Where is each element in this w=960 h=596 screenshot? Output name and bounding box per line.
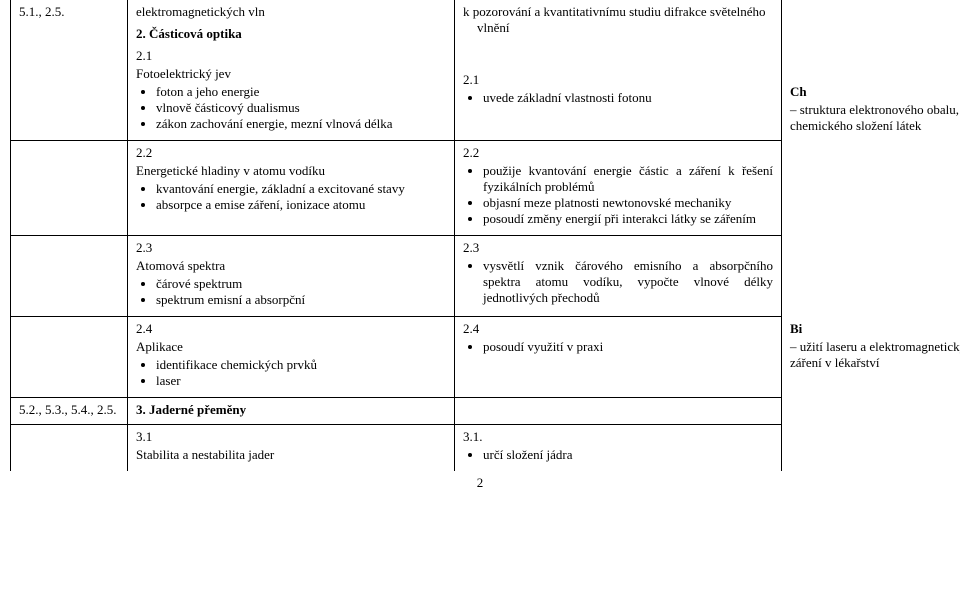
bullet-list: uvede základní vlastnosti fotonu: [463, 90, 773, 106]
row4-col4: Bi – užití laseru a elektromagnetických …: [782, 317, 960, 398]
bullet-item: vlnově částicový dualismus: [156, 100, 446, 116]
bullet-item: určí složení jádra: [483, 447, 773, 463]
bullet-item: posoudí změny energií při interakci látk…: [483, 211, 773, 227]
subhead-num: 2.1: [136, 48, 446, 64]
row4-col3: 2.4 posoudí využití v praxi: [455, 317, 782, 398]
subhead-title: Fotoelektrický jev: [136, 66, 446, 82]
section-ref: 5.2., 5.3., 5.4., 2.5.: [19, 402, 119, 418]
row2-col2: 2.2 Energetické hladiny v atomu vodíku k…: [128, 141, 455, 236]
subhead-title: Energetické hladiny v atomu vodíku: [136, 163, 446, 179]
row5-col4: [782, 398, 960, 425]
subhead-num: 2.2: [463, 145, 773, 161]
section-ref: 5.1., 2.5.: [19, 4, 119, 20]
subhead-num: 2.3: [463, 240, 773, 256]
subhead-num: 3.1: [136, 429, 446, 445]
subject-note: – užití laseru a elektromagnetických zář…: [790, 339, 960, 371]
subhead-num: 3.1.: [463, 429, 773, 445]
row6-col2: 3.1 Stabilita a nestabilita jader: [128, 425, 455, 472]
curriculum-table: 5.1., 2.5. elektromagnetických vln 2. Čá…: [10, 0, 960, 471]
row3-col1: [11, 236, 128, 317]
bullet-list: kvantování energie, základní a excitovan…: [136, 181, 446, 213]
bullet-item: vysvětlí vznik čárového emisního a absor…: [483, 258, 773, 306]
row1-col3: k pozorování a kvantitativnímu studiu di…: [455, 0, 782, 141]
bullet-item: uvede základní vlastnosti fotonu: [483, 90, 773, 106]
bullet-item: čárové spektrum: [156, 276, 446, 292]
subhead-title: Atomová spektra: [136, 258, 446, 274]
page-number: 2: [0, 475, 960, 491]
bullet-list: identifikace chemických prvků laser: [136, 357, 446, 389]
row5-col1: 5.2., 5.3., 5.4., 2.5.: [11, 398, 128, 425]
row1-col4: Ch – struktura elektronového obalu, určo…: [782, 0, 960, 317]
bullet-list: vysvětlí vznik čárového emisního a absor…: [463, 258, 773, 306]
subhead-title: Aplikace: [136, 339, 446, 355]
row5-col2: 3. Jaderné přeměny: [128, 398, 455, 425]
row4-col2: 2.4 Aplikace identifikace chemických prv…: [128, 317, 455, 398]
row1-col2: elektromagnetických vln 2. Částicová opt…: [128, 0, 455, 141]
row4-col1: [11, 317, 128, 398]
row5-col3: [455, 398, 782, 425]
bullet-item: kvantování energie, základní a excitovan…: [156, 181, 446, 197]
subhead-num: 2.3: [136, 240, 446, 256]
row2-col3: 2.2 použije kvantování energie částic a …: [455, 141, 782, 236]
heading: 2. Částicová optika: [136, 26, 446, 42]
bullet-item: absorpce a emise záření, ionizace atomu: [156, 197, 446, 213]
bullet-list: posoudí využití v praxi: [463, 339, 773, 355]
row6-col4: [782, 425, 960, 472]
bullet-list: čárové spektrum spektrum emisní a absorp…: [136, 276, 446, 308]
row1-col1: 5.1., 2.5.: [11, 0, 128, 141]
heading: 3. Jaderné přeměny: [136, 402, 446, 418]
bullet-list: určí složení jádra: [463, 447, 773, 463]
bullet-item: spektrum emisní a absorpční: [156, 292, 446, 308]
subject-abbrev: Ch: [790, 84, 960, 100]
subhead-num: 2.4: [136, 321, 446, 337]
subject-note: – struktura elektronového obalu, určován…: [790, 102, 960, 134]
row2-col1: [11, 141, 128, 236]
row3-col2: 2.3 Atomová spektra čárové spektrum spek…: [128, 236, 455, 317]
text-line: k pozorování a kvantitativnímu studiu di…: [463, 4, 773, 36]
bullet-list: foton a jeho energie vlnově částicový du…: [136, 84, 446, 132]
subhead-num: 2.1: [463, 72, 773, 88]
subhead-num: 2.2: [136, 145, 446, 161]
row6-col3: 3.1. určí složení jádra: [455, 425, 782, 472]
bullet-item: identifikace chemických prvků: [156, 357, 446, 373]
row6-col1: [11, 425, 128, 472]
bullet-item: objasní meze platnosti newtonovské mecha…: [483, 195, 773, 211]
text-line: elektromagnetických vln: [136, 4, 446, 20]
subhead-title: Stabilita a nestabilita jader: [136, 447, 446, 463]
subhead-num: 2.4: [463, 321, 773, 337]
bullet-item: použije kvantování energie částic a záře…: [483, 163, 773, 195]
bullet-item: posoudí využití v praxi: [483, 339, 773, 355]
bullet-list: použije kvantování energie částic a záře…: [463, 163, 773, 227]
bullet-item: laser: [156, 373, 446, 389]
bullet-item: zákon zachování energie, mezní vlnová dé…: [156, 116, 446, 132]
row3-col3: 2.3 vysvětlí vznik čárového emisního a a…: [455, 236, 782, 317]
bullet-item: foton a jeho energie: [156, 84, 446, 100]
subject-abbrev: Bi: [790, 321, 960, 337]
